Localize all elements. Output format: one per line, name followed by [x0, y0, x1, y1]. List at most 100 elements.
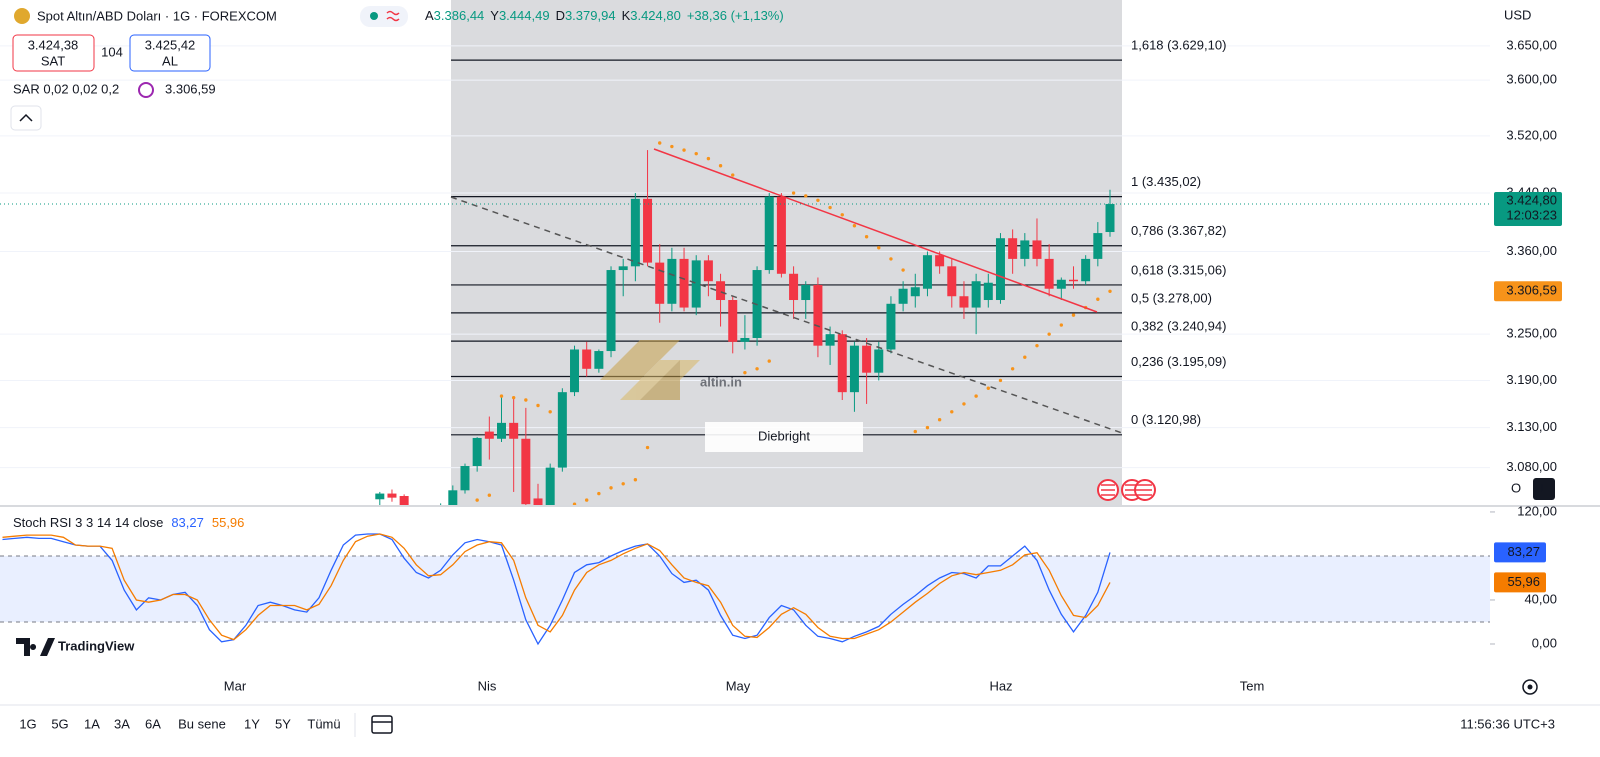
candle-body — [789, 273, 799, 301]
sar-dot — [974, 394, 978, 398]
sar-dot — [889, 257, 893, 261]
sar-dot — [816, 198, 820, 202]
candle-body — [691, 260, 701, 308]
sar-dot — [499, 394, 504, 398]
y-tick-label: 0,00 — [1532, 635, 1557, 650]
calendar-icon[interactable] — [371, 715, 393, 734]
y-tick-label: 3.130,00 — [1506, 419, 1557, 434]
x-tick-label: May — [726, 678, 751, 693]
sar-dot — [670, 144, 674, 149]
scale-button[interactable]: L — [1540, 480, 1547, 495]
sar-axis-label: 3.306,59 — [1506, 283, 1557, 298]
fib-label: 0,236 (3.195,09) — [1131, 354, 1226, 369]
candle-body — [643, 198, 653, 263]
range-button[interactable]: 1Y — [244, 716, 260, 731]
clock: 11:56:36 UTC+3 — [1460, 716, 1555, 731]
range-button[interactable]: 1A — [84, 716, 100, 731]
sar-dot — [694, 151, 698, 156]
candle-body — [570, 349, 580, 393]
y-tick-label: 3.520,00 — [1506, 127, 1557, 142]
collapse-button[interactable] — [10, 105, 42, 131]
range-button[interactable]: Tümü — [307, 716, 340, 731]
sar-dot — [731, 173, 735, 177]
sar-dot — [937, 417, 942, 422]
stoch-axis-label: 55,96 — [1507, 574, 1540, 589]
sell-label: SAT — [41, 53, 65, 68]
sar-dot — [706, 156, 711, 161]
stoch-title: Stoch RSI 3 3 14 14 close — [13, 515, 163, 530]
candle-body — [1044, 258, 1054, 289]
candle-body — [935, 255, 945, 267]
stoch-legend: Stoch RSI 3 3 14 14 close 83,27 55,96 — [13, 515, 244, 530]
candle-body — [776, 196, 786, 274]
candle-body — [484, 431, 494, 439]
candle-body — [594, 351, 604, 369]
sar-dot — [1047, 332, 1051, 336]
sar-dot — [682, 148, 686, 152]
candle-body — [1056, 279, 1066, 289]
range-button[interactable]: 6A — [145, 716, 161, 731]
candle-body — [521, 438, 531, 505]
candle-body — [399, 496, 409, 505]
candle-body — [849, 345, 859, 393]
candle-body — [497, 422, 506, 439]
sar-dot — [913, 429, 917, 434]
candle-body — [557, 392, 567, 468]
candle-body — [703, 260, 713, 282]
buy-button[interactable] — [129, 34, 211, 72]
sell-price: 3.424,38 — [28, 37, 79, 52]
y-tick-label: 3.600,00 — [1506, 72, 1557, 87]
fib-label: 0,786 (3.367,82) — [1131, 223, 1226, 238]
candle-body — [1081, 258, 1091, 282]
band-fill — [0, 555, 1490, 622]
candle-body — [740, 337, 750, 342]
x-tick-label: Haz — [989, 678, 1012, 693]
x-tick-label: Mar — [224, 678, 247, 693]
log-button-bg[interactable] — [1533, 478, 1555, 500]
candle-body — [1068, 279, 1078, 282]
sar-dot — [475, 498, 479, 502]
candle-body — [910, 287, 920, 297]
sar-dot — [962, 402, 966, 406]
settings-icon-dot — [1527, 684, 1533, 690]
range-button[interactable]: 5Y — [275, 716, 291, 731]
status-icon — [386, 10, 400, 22]
sar-axis-box — [1494, 281, 1562, 302]
ohlc-key: D — [556, 8, 565, 23]
candle-body — [837, 334, 847, 393]
range-button[interactable]: 1G — [19, 716, 36, 731]
ohlc-value: 3.386,44 — [434, 8, 485, 23]
sar-dot — [840, 213, 844, 217]
sell-button[interactable] — [12, 34, 95, 72]
candle-body — [1105, 204, 1115, 233]
scale-button[interactable]: O — [1511, 480, 1521, 495]
last-price-box — [1494, 192, 1562, 227]
range-button[interactable]: 3A — [114, 716, 130, 731]
trendline-dashed — [450, 196, 1123, 434]
collapse-icon — [19, 113, 33, 122]
sar-dot — [804, 194, 808, 198]
range-button[interactable]: 5G — [51, 716, 68, 731]
range-button[interactable]: Bu sene — [178, 716, 226, 731]
indicator-name: SAR 0,02 0,02 0,2 — [13, 81, 119, 96]
candle-body — [995, 238, 1005, 301]
spread: 104 — [101, 44, 123, 59]
sar-dot — [511, 395, 516, 400]
candle-body — [533, 498, 543, 505]
event-flags — [1097, 479, 1156, 501]
buy-label: AL — [162, 53, 178, 68]
fib-label: 0,5 (3.278,00) — [1131, 290, 1212, 305]
ohlc: A3.386,44 Y3.444,49 D3.379,94 K3.424,80 +38,… — [425, 8, 784, 23]
candle-body — [801, 284, 811, 301]
stoch-axis-label: 83,27 — [1507, 544, 1540, 559]
settings-icon[interactable] — [1522, 679, 1538, 695]
candle-body — [545, 467, 555, 505]
sar-dot — [1071, 313, 1076, 317]
sar-dot — [986, 386, 990, 390]
candle-body — [630, 198, 640, 267]
candle-body — [959, 296, 969, 308]
candle-body — [387, 493, 397, 498]
candle-body — [606, 270, 616, 352]
candle-body — [886, 303, 896, 350]
